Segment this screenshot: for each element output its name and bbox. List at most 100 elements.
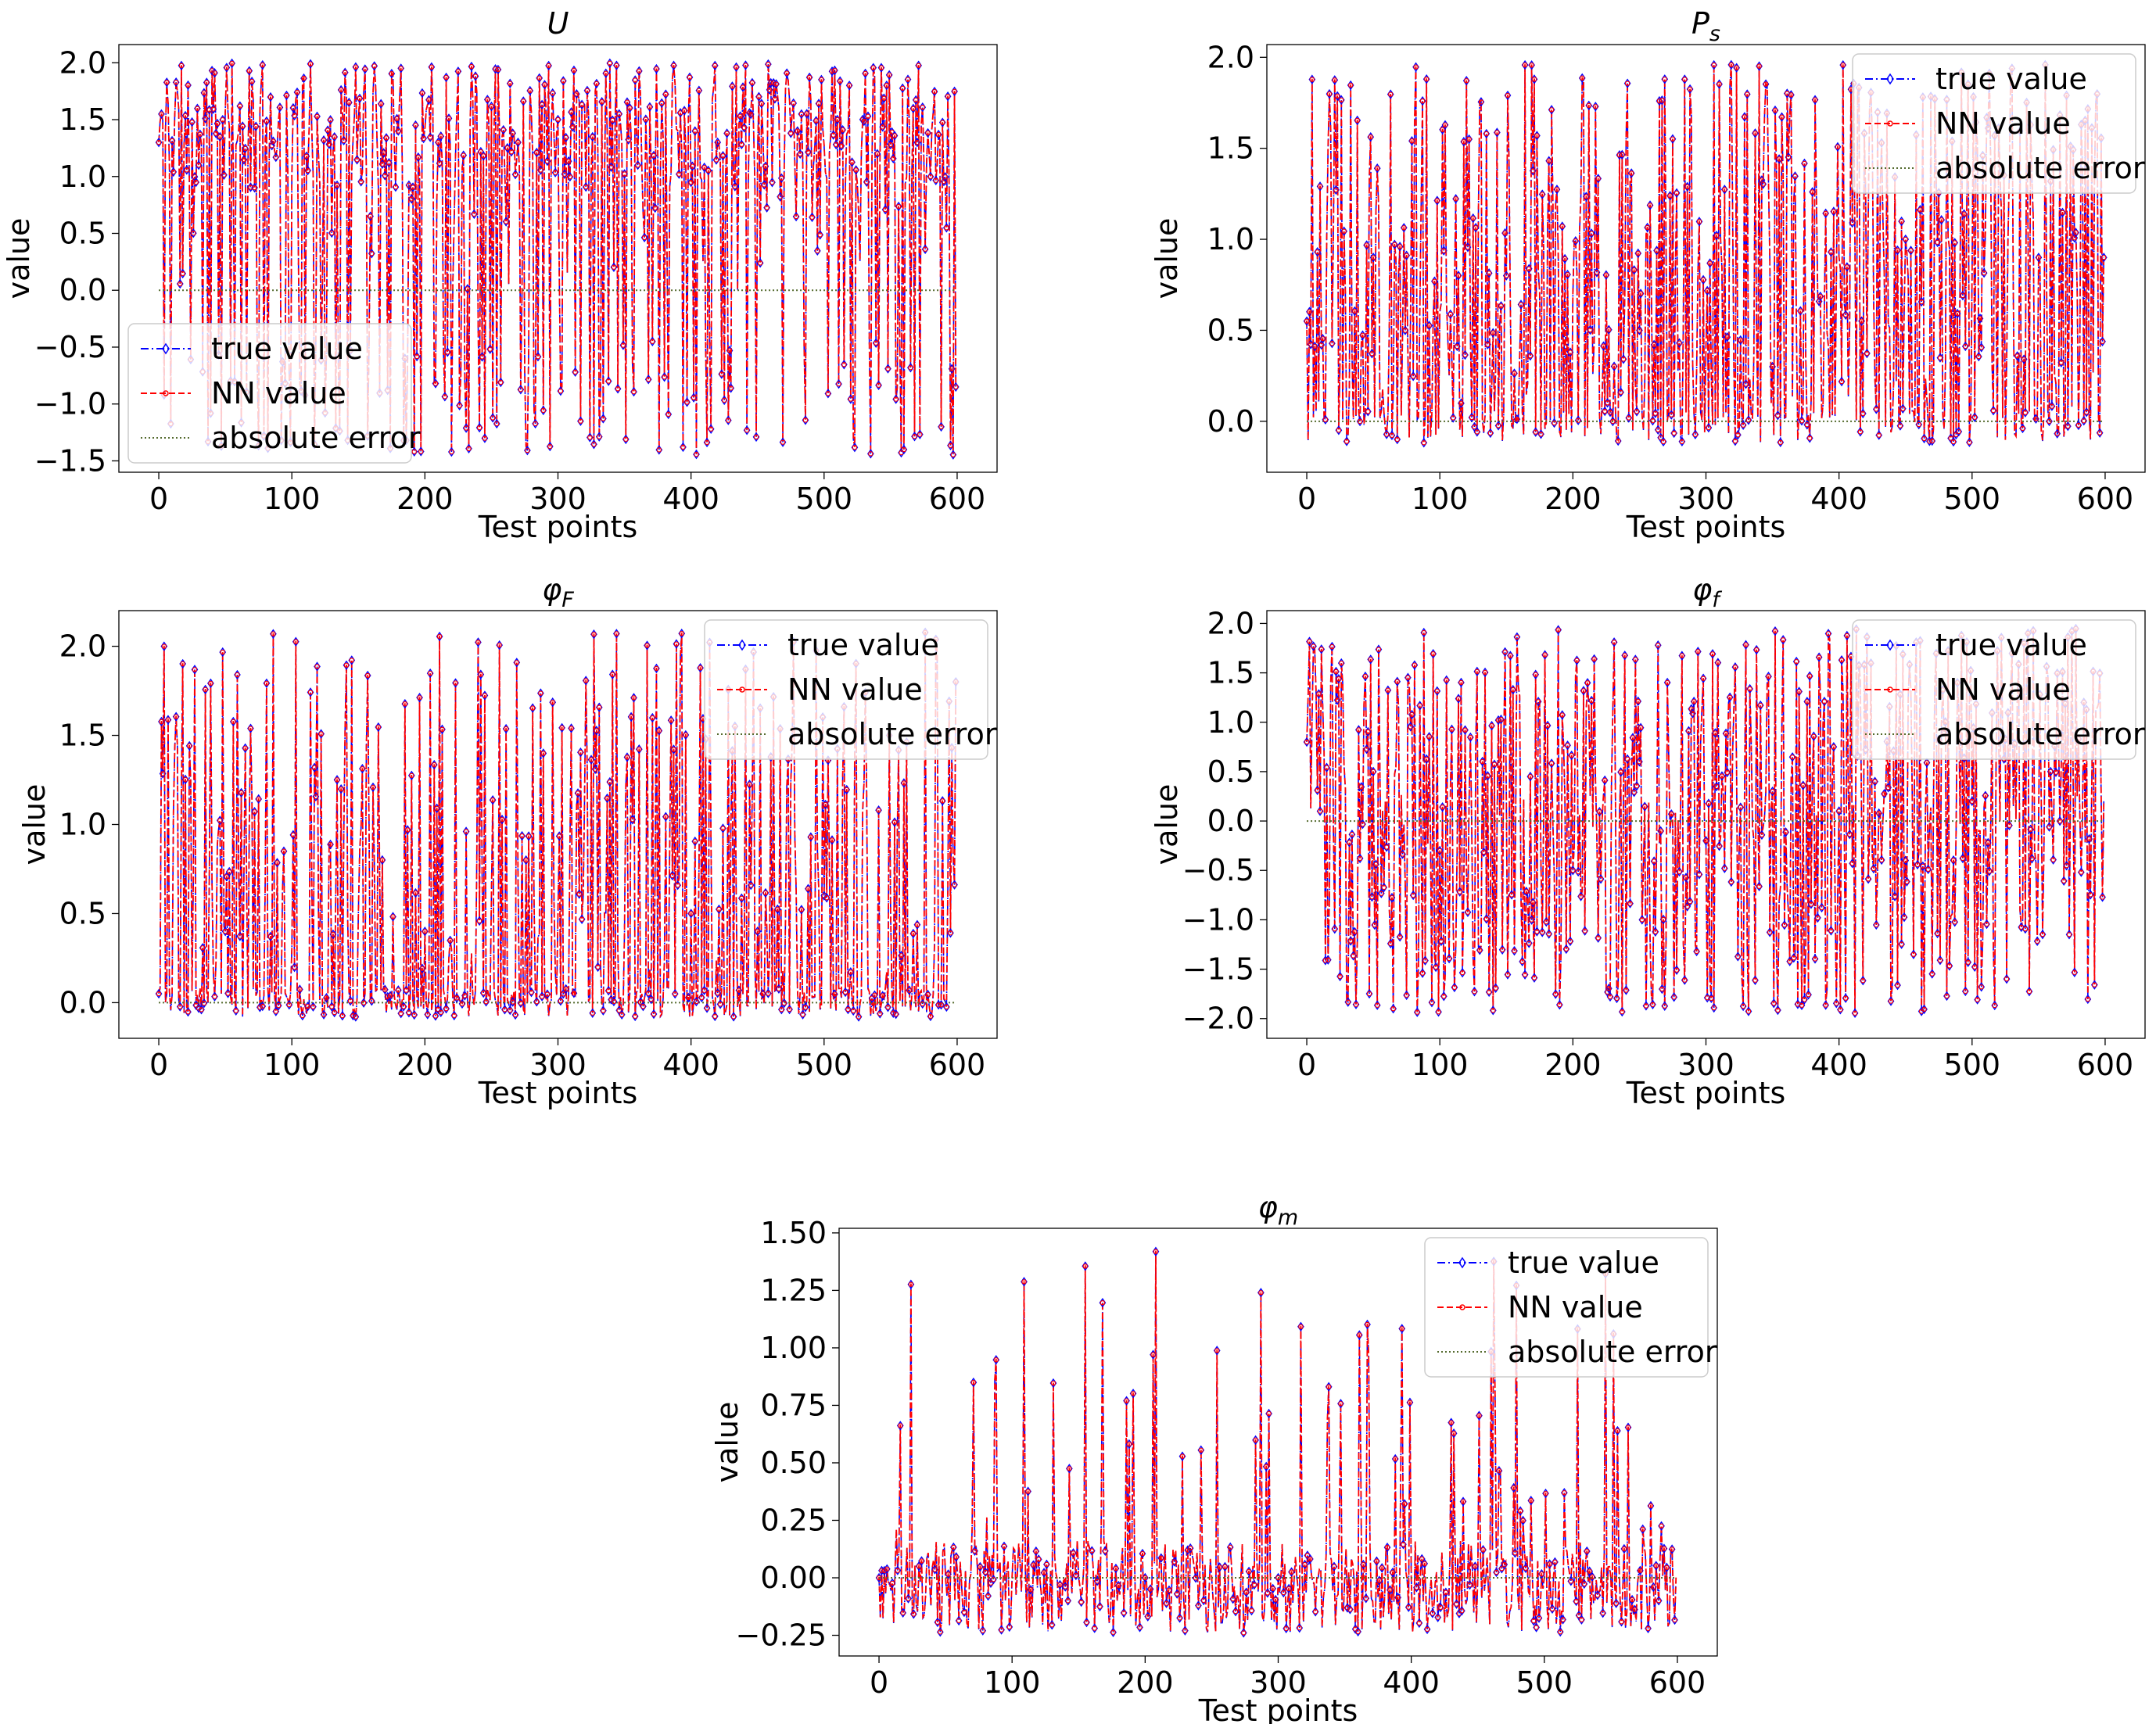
data-point-nn-value bbox=[717, 1002, 723, 1007]
data-point-nn-value bbox=[1658, 828, 1663, 834]
data-point-nn-value bbox=[781, 1000, 787, 1006]
data-point-nn-value bbox=[1917, 207, 1923, 213]
data-point-nn-value bbox=[1834, 1001, 1839, 1006]
data-point-nn-value bbox=[899, 85, 906, 91]
data-point-nn-value bbox=[1336, 676, 1342, 682]
data-point-nn-value bbox=[659, 100, 665, 106]
data-point-nn-value bbox=[472, 211, 477, 217]
data-point-nn-value bbox=[542, 82, 547, 88]
data-point-nn-value bbox=[2022, 410, 2029, 415]
data-point-nn-value bbox=[160, 771, 166, 776]
data-point-nn-value bbox=[1921, 1006, 1927, 1013]
data-point-nn-value bbox=[853, 167, 859, 173]
data-point-nn-value bbox=[910, 930, 917, 937]
data-point-nn-value bbox=[438, 1009, 443, 1015]
data-point-nn-value bbox=[651, 152, 657, 159]
chart-title: U bbox=[547, 6, 569, 41]
data-point-nn-value bbox=[1892, 894, 1898, 899]
data-point-nn-value bbox=[561, 991, 566, 997]
data-point-nn-value bbox=[1049, 1622, 1055, 1628]
data-point-nn-value bbox=[1806, 992, 1811, 998]
data-point-nn-value bbox=[402, 701, 408, 707]
data-point-nn-value bbox=[1419, 1556, 1425, 1562]
data-point-nn-value bbox=[443, 1005, 449, 1012]
data-point-nn-value bbox=[920, 104, 925, 110]
data-point-nn-value bbox=[920, 1001, 925, 1007]
y-tick-label: 0.00 bbox=[760, 1561, 827, 1595]
data-point-nn-value bbox=[1193, 1575, 1199, 1581]
data-point-nn-value bbox=[865, 113, 871, 119]
data-point-nn-value bbox=[1356, 727, 1361, 733]
data-point-nn-value bbox=[1624, 81, 1630, 86]
data-point-nn-value bbox=[235, 672, 240, 678]
data-point-nn-value bbox=[1684, 904, 1690, 909]
data-point-nn-value bbox=[540, 407, 546, 414]
data-point-nn-value bbox=[482, 693, 488, 698]
x-tick-label: 0 bbox=[1297, 1048, 1316, 1082]
data-point-nn-value bbox=[889, 1580, 895, 1586]
data-point-nn-value bbox=[239, 790, 244, 796]
data-point-nn-value bbox=[1399, 1326, 1404, 1332]
x-tick-label: 0 bbox=[149, 482, 168, 516]
data-point-nn-value bbox=[715, 139, 720, 145]
data-point-nn-value bbox=[734, 64, 739, 70]
data-point-nn-value bbox=[935, 131, 942, 138]
data-point-nn-value bbox=[1361, 1561, 1366, 1568]
data-point-nn-value bbox=[379, 857, 386, 863]
data-point-nn-value bbox=[1804, 699, 1810, 704]
data-point-nn-value bbox=[730, 84, 735, 89]
data-point-nn-value bbox=[1478, 99, 1484, 105]
data-point-nn-value bbox=[224, 874, 230, 880]
data-point-nn-value bbox=[1363, 1596, 1369, 1601]
data-point-nn-value bbox=[273, 1009, 278, 1014]
data-point-nn-value bbox=[1798, 308, 1803, 314]
data-point-nn-value bbox=[1419, 970, 1426, 976]
data-point-nn-value bbox=[353, 1014, 359, 1020]
data-point-nn-value bbox=[1977, 316, 1983, 321]
data-point-nn-value bbox=[334, 777, 340, 783]
data-point-nn-value bbox=[510, 999, 515, 1005]
y-axis-label: value bbox=[710, 1402, 744, 1483]
data-point-nn-value bbox=[1332, 77, 1337, 83]
data-point-nn-value bbox=[1326, 957, 1331, 962]
data-point-nn-value bbox=[1468, 734, 1473, 740]
data-point-nn-value bbox=[1796, 689, 1802, 694]
data-point-nn-value bbox=[1950, 858, 1957, 863]
data-point-nn-value bbox=[410, 185, 416, 190]
data-point-nn-value bbox=[1415, 1009, 1420, 1015]
data-point-nn-value bbox=[650, 339, 655, 344]
data-point-nn-value bbox=[813, 118, 819, 124]
data-point-nn-value bbox=[264, 680, 270, 686]
data-point-nn-value bbox=[1969, 798, 1975, 805]
data-point-nn-value bbox=[1320, 336, 1326, 342]
chart-title-main: φ bbox=[542, 572, 561, 607]
data-point-nn-value bbox=[1595, 935, 1601, 941]
y-tick-label: 1.00 bbox=[760, 1331, 827, 1365]
data-point-nn-value bbox=[1390, 1005, 1396, 1012]
data-point-nn-value bbox=[1546, 158, 1552, 163]
data-point-nn-value bbox=[1717, 81, 1722, 87]
data-point-nn-value bbox=[784, 70, 790, 76]
data-point-nn-value bbox=[879, 1568, 884, 1573]
data-point-nn-value bbox=[1670, 136, 1676, 142]
data-point-nn-value bbox=[1738, 337, 1743, 343]
data-point-nn-value bbox=[876, 382, 881, 388]
data-point-nn-value bbox=[1622, 653, 1627, 658]
data-point-nn-value bbox=[583, 184, 589, 190]
data-point-nn-value bbox=[204, 80, 210, 85]
data-point-nn-value bbox=[816, 101, 822, 106]
data-point-nn-value bbox=[1555, 627, 1561, 633]
data-point-nn-value bbox=[1496, 1468, 1502, 1474]
data-point-nn-value bbox=[1570, 868, 1576, 873]
data-point-nn-value bbox=[1538, 432, 1544, 437]
y-tick-label: −1.5 bbox=[34, 443, 106, 478]
data-point-nn-value bbox=[2057, 818, 2063, 824]
data-point-nn-value bbox=[1449, 726, 1455, 733]
data-point-nn-value bbox=[824, 895, 830, 901]
y-tick-label: 1.50 bbox=[760, 1216, 827, 1250]
x-tick-label: 200 bbox=[396, 1048, 454, 1082]
data-point-nn-value bbox=[1401, 225, 1407, 231]
data-point-nn-value bbox=[1569, 752, 1574, 758]
data-point-nn-value bbox=[1145, 1614, 1150, 1619]
